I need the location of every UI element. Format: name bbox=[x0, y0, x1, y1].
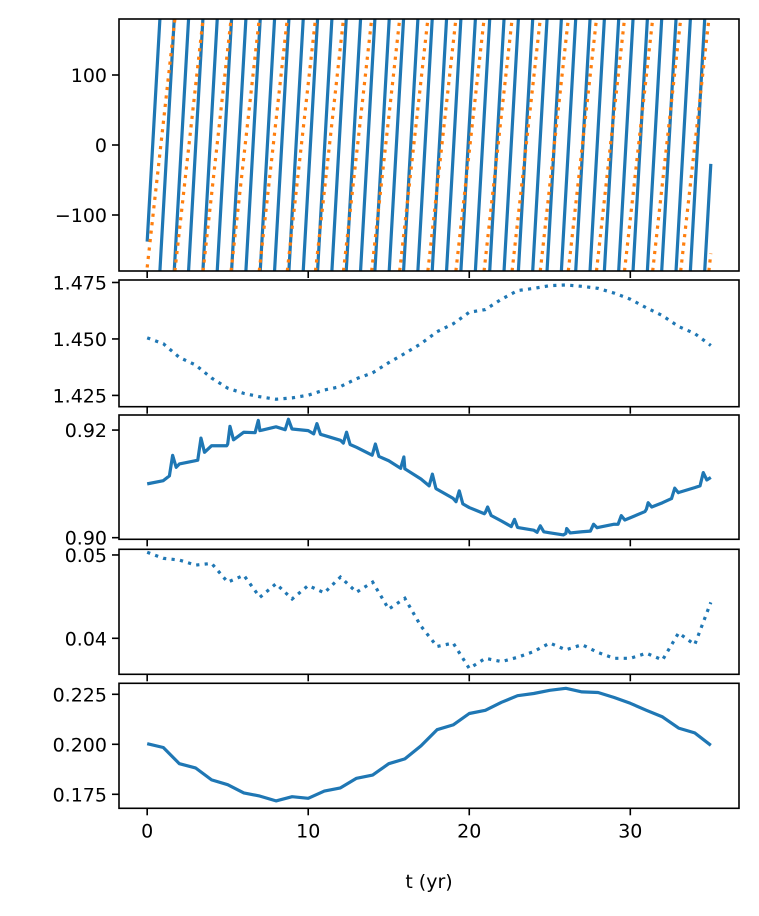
x-tick-label: 0 bbox=[141, 820, 153, 842]
y-tick-label: 0.92 bbox=[65, 420, 107, 442]
x-tick-label: 20 bbox=[457, 820, 481, 842]
x-tick-label: 10 bbox=[296, 820, 320, 842]
y-tick-label: 0.175 bbox=[53, 784, 107, 806]
y-tick-label: 1.425 bbox=[53, 385, 107, 407]
y-tick-label: 0.04 bbox=[65, 628, 107, 650]
phase-angle-panel: 100 0 −100 bbox=[55, 18, 740, 278]
series-line-blue bbox=[146, 417, 712, 537]
series-line-blue bbox=[146, 283, 712, 401]
y-tick-label: 0.90 bbox=[65, 528, 107, 550]
series-line-blue bbox=[146, 686, 712, 803]
series-line-blue bbox=[145, 19, 713, 271]
panel-2: 1.475 1.450 1.425 bbox=[53, 272, 740, 414]
series-line-blue bbox=[146, 550, 713, 671]
y-tick-label: 100 bbox=[71, 65, 107, 87]
axes-frame bbox=[118, 279, 740, 408]
x-axis-label: t (yr) bbox=[405, 871, 452, 893]
axes-frame bbox=[118, 414, 740, 541]
x-tick-label: 30 bbox=[618, 820, 642, 842]
y-tick-label: 0.05 bbox=[65, 545, 107, 567]
y-tick-label: 0.200 bbox=[53, 734, 107, 756]
panel-5: 0.225 0.200 0.175 0 10 20 30 bbox=[53, 682, 740, 842]
y-tick-label: 0.225 bbox=[53, 684, 107, 706]
panel-3: 0.92 0.90 bbox=[65, 414, 740, 550]
y-tick-label: 1.450 bbox=[53, 329, 107, 351]
y-tick-label: 1.475 bbox=[53, 272, 107, 294]
y-tick-label: −100 bbox=[55, 205, 107, 227]
y-tick-label: 0 bbox=[95, 135, 107, 157]
axes-frame bbox=[118, 682, 740, 810]
axes-frame bbox=[118, 548, 740, 676]
panel-4: 0.05 0.04 bbox=[65, 545, 740, 682]
